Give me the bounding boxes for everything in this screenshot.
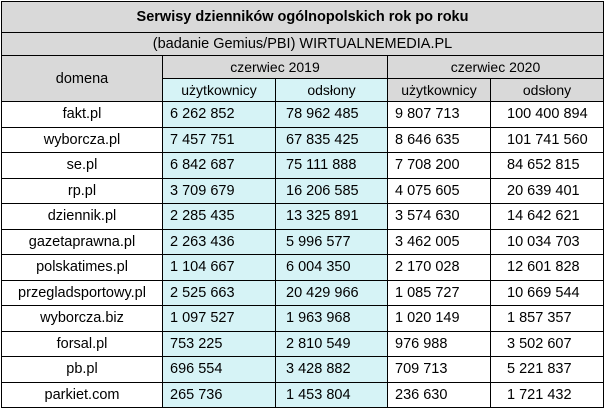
views-2020-cell: 100 400 894 [489,101,605,128]
domain-cell: rp.pl [1,177,163,204]
domain-cell: pb.pl [1,356,163,383]
users-2020-cell: 1 020 149 [387,305,491,332]
users-2019-cell: 753 225 [162,330,276,357]
table-subtitle: (badanie Gemius/PBI) WIRTUALNEMEDIA.PL [0,32,605,56]
views-2019-cell: 16 206 585 [275,177,388,204]
views-2020-cell: 84 652 815 [489,152,605,179]
period-header-2019: czerwiec 2019 [162,55,388,79]
column-header-views-2020: odsłony [489,78,605,102]
domain-cell: se.pl [1,152,163,179]
views-2019-cell: 6 004 350 [275,254,388,281]
table-row: se.pl 6 842 687 75 111 888 7 708 200 84 652 … [1,152,605,179]
table-row: pb.pl 696 554 3 428 882 709 713 5 221 837 [1,356,605,383]
period-header-2020: czerwiec 2020 [386,55,605,79]
users-2020-cell: 709 713 [387,356,491,383]
column-header-users-2019: użytkownicy [162,78,276,102]
users-2019-cell: 6 262 852 [162,101,276,128]
users-2019-cell: 3 709 679 [162,177,276,204]
column-header-views-2019: odsłony [275,78,388,102]
views-2020-cell: 12 601 828 [489,254,605,281]
table-row: polskatimes.pl 1 104 667 6 004 350 2 170 02… [1,254,605,281]
views-2020-cell: 10 034 703 [489,228,605,255]
domain-cell: polskatimes.pl [1,254,163,281]
table-row: fakt.pl 6 262 852 78 962 485 9 807 713 100 4… [1,101,605,128]
views-2020-cell: 5 221 837 [489,356,605,383]
table-row: przegladsportowy.pl 2 525 663 20 429 966 1 … [1,279,605,306]
domain-cell: wyborcza.biz [1,305,163,332]
domain-cell: wyborcza.pl [1,126,163,153]
domain-cell: gazetaprawna.pl [1,228,163,255]
views-2020-cell: 10 669 544 [489,279,605,306]
views-2019-cell: 3 428 882 [275,356,388,383]
table-row: wyborcza.pl 7 457 751 67 835 425 8 646 635 1… [1,126,605,153]
domain-cell: forsal.pl [1,330,163,357]
table-row: gazetaprawna.pl 2 263 436 5 996 577 3 462 0… [1,228,605,255]
views-2020-cell: 1 857 357 [489,305,605,332]
views-2020-cell: 1 721 432 [489,381,605,408]
users-2019-cell: 1 104 667 [162,254,276,281]
users-2020-cell: 7 708 200 [387,152,491,179]
domain-column-header: domena [1,55,163,102]
views-2019-cell: 1 453 804 [275,381,388,408]
views-2020-cell: 101 741 560 [489,126,605,153]
users-2020-cell: 9 807 713 [387,101,491,128]
users-2020-cell: 1 085 727 [387,279,491,306]
users-2020-cell: 8 646 635 [387,126,491,153]
users-2020-cell: 976 988 [387,330,491,357]
table-row: parkiet.com 265 736 1 453 804 236 630 1 721 … [1,381,605,408]
views-2019-cell: 78 962 485 [275,101,388,128]
domain-cell: przegladsportowy.pl [1,279,163,306]
views-2020-cell: 20 639 401 [489,177,605,204]
users-2020-cell: 4 075 605 [387,177,491,204]
views-2020-cell: 3 502 607 [489,330,605,357]
views-2019-cell: 2 810 549 [275,330,388,357]
users-2020-cell: 236 630 [387,381,491,408]
users-2019-cell: 2 263 436 [162,228,276,255]
table-row: dziennik.pl 2 285 435 13 325 891 3 574 630 1… [1,203,605,230]
views-2019-cell: 13 325 891 [275,203,388,230]
column-header-users-2020: użytkownicy [387,78,491,102]
users-2019-cell: 6 842 687 [162,152,276,179]
views-2019-cell: 5 996 577 [275,228,388,255]
domain-cell: parkiet.com [1,381,163,408]
users-2019-cell: 7 457 751 [162,126,276,153]
views-2019-cell: 75 111 888 [275,152,388,179]
users-2020-cell: 2 170 028 [387,254,491,281]
table-row: rp.pl 3 709 679 16 206 585 4 075 605 20 639 … [1,177,605,204]
views-2019-cell: 20 429 966 [275,279,388,306]
views-2019-cell: 67 835 425 [275,126,388,153]
views-2020-cell: 14 642 621 [489,203,605,230]
domain-cell: fakt.pl [1,101,163,128]
table-row: wyborcza.biz 1 097 527 1 963 968 1 020 149 1… [1,305,605,332]
views-2019-cell: 1 963 968 [275,305,388,332]
table-title: Serwisy dzienników ogólnopolskich rok po… [0,1,605,33]
users-2019-cell: 265 736 [162,381,276,408]
users-2019-cell: 2 525 663 [162,279,276,306]
users-2019-cell: 1 097 527 [162,305,276,332]
users-2019-cell: 2 285 435 [162,203,276,230]
users-2020-cell: 3 462 005 [387,228,491,255]
table-row: forsal.pl 753 225 2 810 549 976 988 3 502 60… [1,330,605,357]
users-2020-cell: 3 574 630 [387,203,491,230]
users-2019-cell: 696 554 [162,356,276,383]
domain-cell: dziennik.pl [1,203,163,230]
